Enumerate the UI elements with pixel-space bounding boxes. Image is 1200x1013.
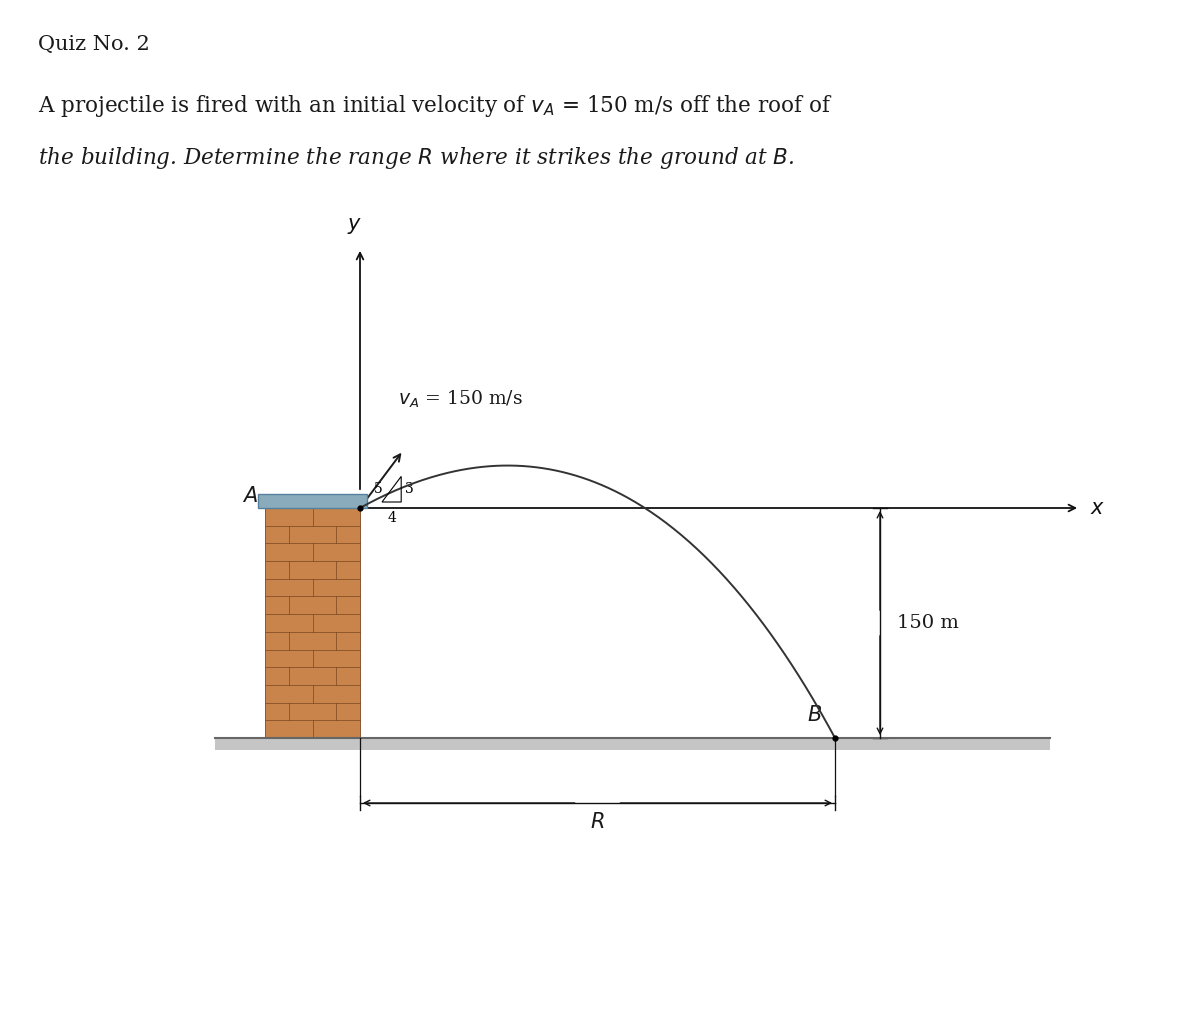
Text: A projectile is fired with an initial velocity of $v_A$ = 150 m/s off the roof o: A projectile is fired with an initial ve… (38, 93, 833, 119)
Text: $v_A$ = 150 m/s: $v_A$ = 150 m/s (398, 389, 523, 410)
Bar (265, 508, 360, 738)
Text: 150 m: 150 m (896, 614, 959, 632)
Text: $x$: $x$ (1090, 498, 1105, 518)
Text: $y$: $y$ (348, 216, 362, 236)
Text: Quiz No. 2: Quiz No. 2 (38, 35, 150, 54)
Text: 4: 4 (388, 511, 396, 525)
Text: 5: 5 (374, 482, 383, 495)
Text: 3: 3 (406, 482, 414, 496)
Bar (215, 738, 1050, 750)
Bar (258, 494, 367, 508)
Text: the building. Determine the range $R$ where it strikes the ground at $B$.: the building. Determine the range $R$ wh… (38, 145, 794, 171)
Text: $B$: $B$ (806, 705, 822, 725)
Text: $A$: $A$ (242, 486, 258, 506)
Text: $R$: $R$ (590, 812, 605, 832)
